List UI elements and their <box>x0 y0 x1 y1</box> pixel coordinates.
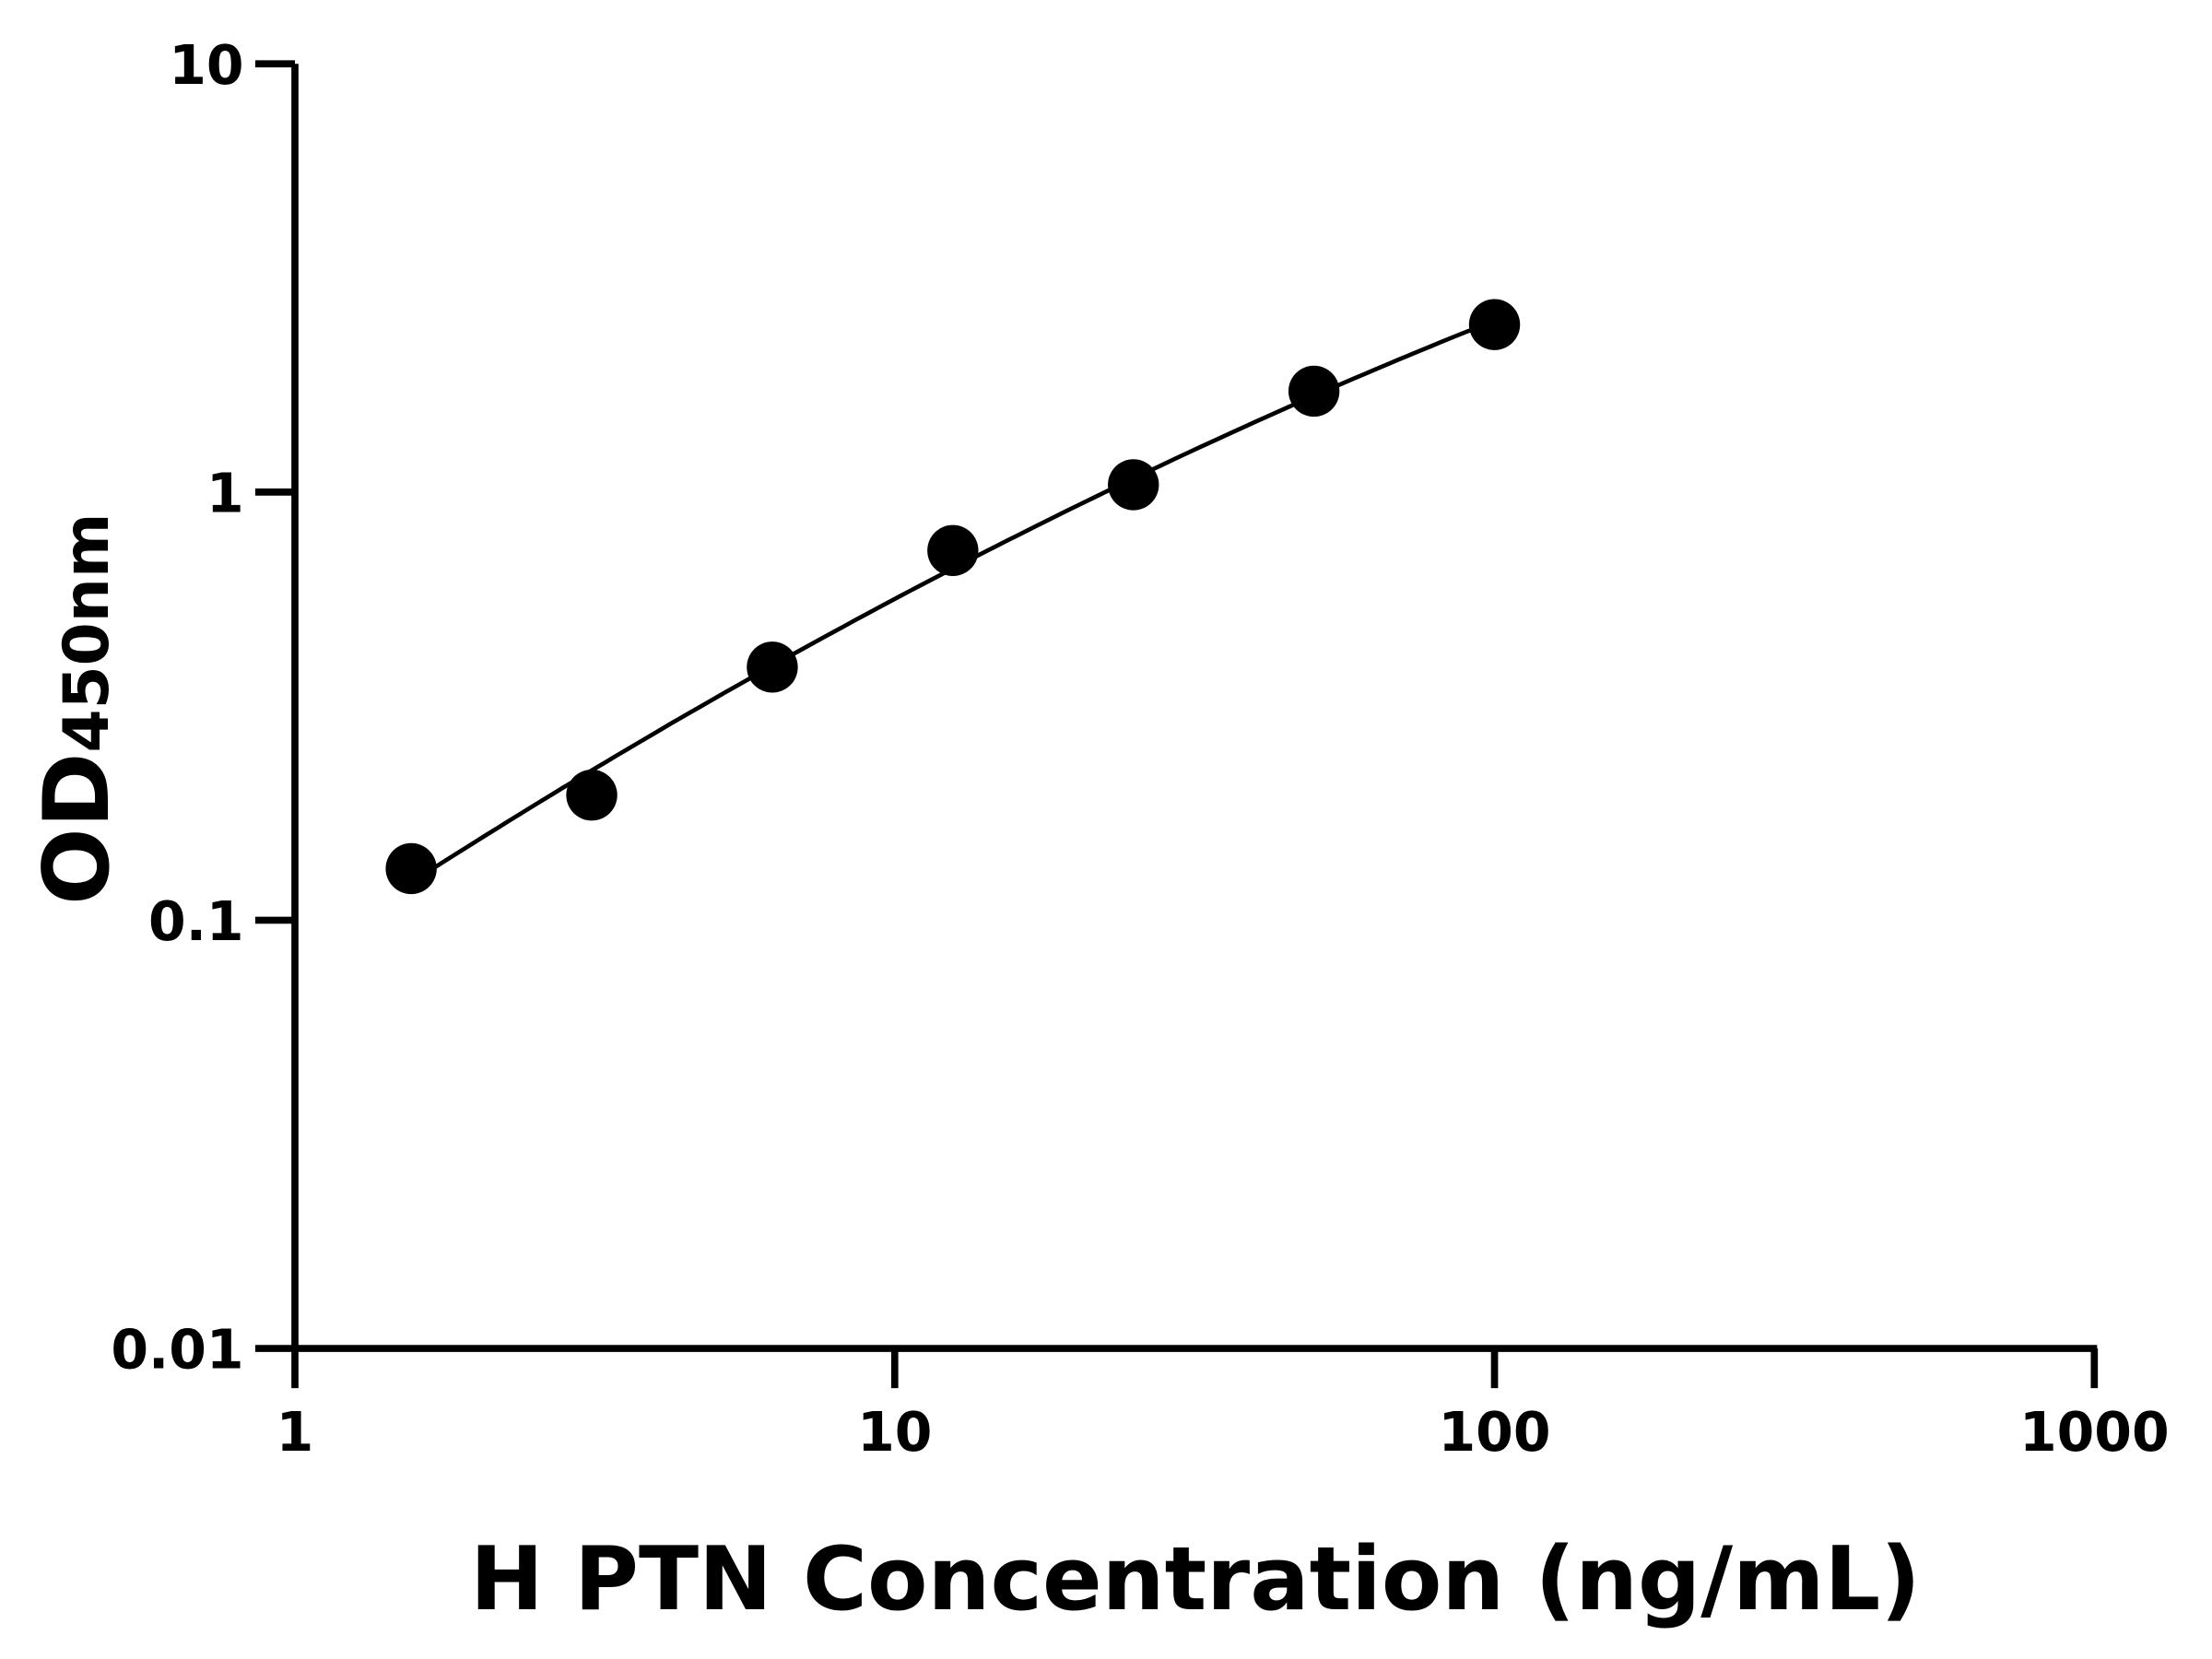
x-tick-label: 10 <box>857 1401 932 1464</box>
y-tick-label: 10 <box>169 34 243 97</box>
y-axis-label-main: OD <box>25 753 130 905</box>
data-point <box>1468 299 1521 350</box>
points-group <box>385 299 1521 895</box>
y-axis-label: OD450nm <box>25 513 130 905</box>
y-axis-label-sub: 450nm <box>50 513 123 753</box>
data-point <box>747 641 798 693</box>
ticks: 1 10 100 1000 0.01 0.1 1 10 <box>111 34 2169 1464</box>
axes <box>291 64 2098 1352</box>
x-axis-label: H PTN Concentration (ng/mL) <box>470 1528 1921 1630</box>
data-point <box>1288 365 1340 418</box>
y-tick-label: 0.1 <box>148 890 244 953</box>
data-point <box>566 769 618 821</box>
x-tick-label: 1000 <box>2019 1401 2170 1464</box>
x-tick-label: 100 <box>1439 1401 1551 1464</box>
data-point <box>1108 459 1159 511</box>
x-tick-label: 1 <box>276 1401 314 1464</box>
data-point <box>927 524 979 577</box>
data-point <box>385 842 437 895</box>
y-tick-label: 0.01 <box>111 1319 243 1382</box>
y-tick-label: 1 <box>206 462 244 524</box>
